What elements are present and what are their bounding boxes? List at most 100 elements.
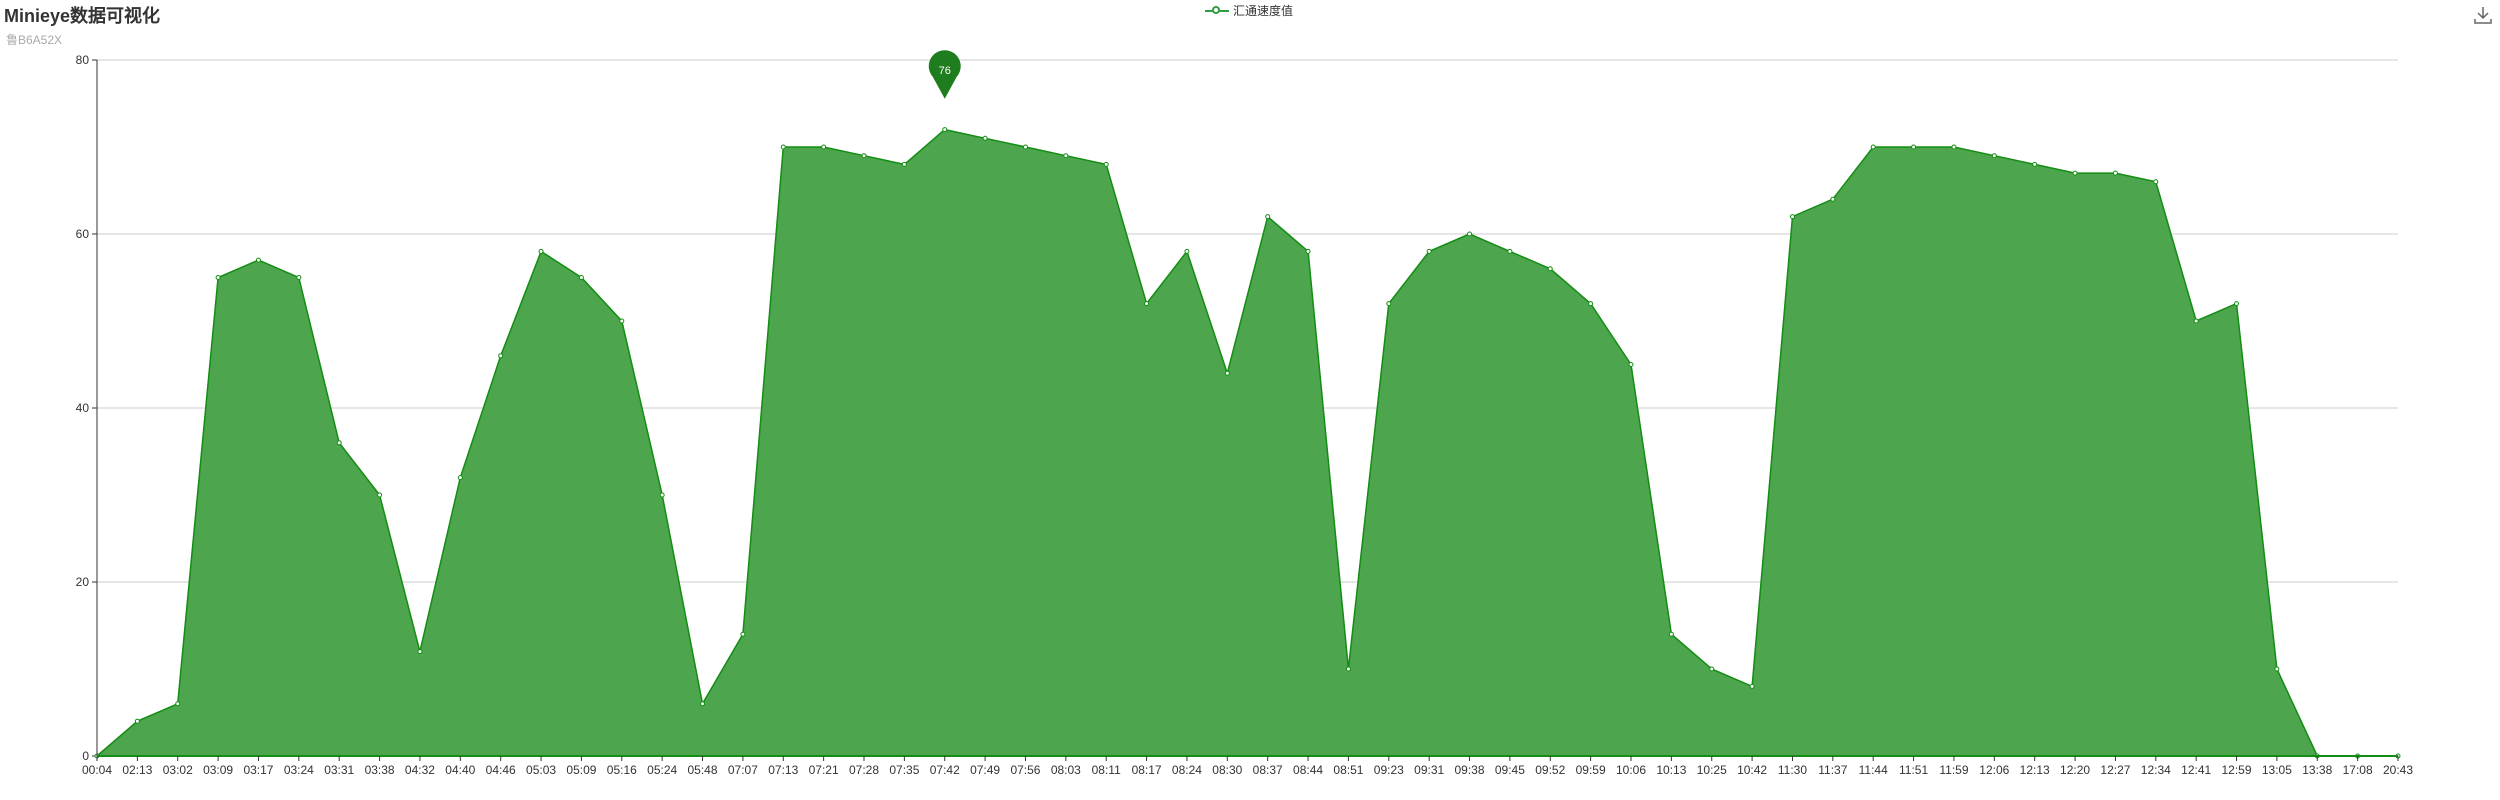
x-tick-label: 10:06 (1616, 763, 1646, 777)
x-tick-label: 03:24 (284, 763, 314, 777)
data-point (780, 144, 786, 150)
data-point (942, 127, 948, 133)
data-point (2112, 170, 2118, 176)
y-tick-label: 40 (76, 401, 90, 415)
x-tick-label: 05:03 (526, 763, 556, 777)
x-tick-label: 07:49 (970, 763, 1000, 777)
data-point (740, 631, 746, 637)
x-tick-label: 07:28 (849, 763, 879, 777)
chart-subtitle: 鲁B6A52X (6, 33, 63, 47)
x-tick-label: 03:09 (203, 763, 233, 777)
x-tick-label: 02:13 (122, 763, 152, 777)
download-icon[interactable] (2472, 4, 2494, 26)
x-tick-label: 07:56 (1010, 763, 1040, 777)
x-tick-label: 09:23 (1374, 763, 1404, 777)
x-tick-label: 05:24 (647, 763, 677, 777)
data-point (1386, 301, 1392, 307)
x-tick-label: 07:13 (768, 763, 798, 777)
data-point (2032, 161, 2038, 167)
data-point (821, 144, 827, 150)
data-point (659, 492, 665, 498)
x-tick-label: 07:35 (889, 763, 919, 777)
data-point (377, 492, 383, 498)
x-tick-label: 09:59 (1576, 763, 1606, 777)
x-tick-label: 00:04 (82, 763, 112, 777)
x-tick-label: 12:27 (2100, 763, 2130, 777)
data-point (538, 248, 544, 254)
x-tick-label: 11:51 (1899, 763, 1928, 777)
data-point (1547, 266, 1553, 272)
x-tick-label: 05:16 (607, 763, 637, 777)
chart-title: Minieye数据可视化 (4, 6, 161, 26)
x-tick-label: 09:45 (1495, 763, 1525, 777)
data-point (1144, 301, 1150, 307)
data-point (255, 257, 261, 263)
x-tick-label: 12:20 (2060, 763, 2090, 777)
data-point (175, 701, 181, 707)
data-point (1265, 214, 1271, 220)
x-tick-label: 04:46 (486, 763, 516, 777)
x-tick-label: 10:13 (1656, 763, 1686, 777)
x-tick-label: 07:07 (728, 763, 758, 777)
x-tick-label: 13:05 (2262, 763, 2292, 777)
data-point (1789, 214, 1795, 220)
y-tick-label: 0 (82, 749, 89, 763)
data-point (1749, 683, 1755, 689)
x-tick-label: 12:34 (2141, 763, 2171, 777)
x-tick-label: 12:59 (2222, 763, 2252, 777)
data-point (2234, 301, 2240, 307)
data-point (1467, 231, 1473, 237)
x-tick-label: 03:17 (243, 763, 273, 777)
data-point (1628, 362, 1634, 367)
data-point (901, 161, 907, 167)
x-tick-label: 20:43 (2383, 763, 2413, 777)
data-point (578, 275, 584, 280)
x-tick-label: 17:08 (2343, 763, 2373, 777)
data-point (2153, 179, 2159, 185)
data-point (1345, 666, 1351, 672)
x-tick-label: 08:03 (1051, 763, 1081, 777)
data-point (1507, 248, 1513, 254)
y-tick-label: 20 (76, 575, 90, 589)
x-tick-label: 09:38 (1455, 763, 1485, 777)
data-point (134, 718, 140, 724)
x-tick-label: 08:17 (1132, 763, 1162, 777)
data-point (457, 475, 463, 481)
x-tick-label: 08:37 (1253, 763, 1283, 777)
data-point (1103, 161, 1109, 167)
data-point (2274, 666, 2280, 672)
x-tick-label: 08:24 (1172, 763, 1202, 777)
x-tick-label: 04:40 (445, 763, 475, 777)
legend-item[interactable]: 汇通速度值 (1205, 2, 1293, 19)
data-point (336, 440, 342, 446)
x-tick-label: 05:09 (566, 763, 596, 777)
max-value-pin (928, 50, 961, 99)
x-tick-label: 03:38 (365, 763, 395, 777)
legend-line-icon (1205, 5, 1229, 17)
x-tick-label: 05:48 (688, 763, 718, 777)
x-tick-label: 12:41 (2181, 763, 2211, 777)
data-point (1063, 153, 1069, 159)
series-area (97, 129, 2398, 757)
data-point (1588, 301, 1594, 307)
x-tick-label: 10:42 (1737, 763, 1767, 777)
x-tick-label: 04:32 (405, 763, 435, 777)
x-tick-label: 09:31 (1414, 763, 1444, 777)
x-tick-label: 13:38 (2302, 763, 2332, 777)
x-tick-label: 12:13 (2020, 763, 2050, 777)
data-point (215, 275, 221, 280)
data-point (1870, 144, 1876, 150)
x-tick-label: 07:21 (809, 763, 839, 777)
data-point (1426, 248, 1432, 254)
data-point (296, 275, 302, 280)
x-tick-label: 12:06 (1979, 763, 2009, 777)
x-tick-label: 10:25 (1697, 763, 1727, 777)
max-value-label: 76 (939, 65, 951, 77)
x-tick-label: 11:30 (1778, 763, 1807, 777)
data-point (2072, 170, 2078, 176)
x-tick-label: 11:59 (1939, 763, 1968, 777)
x-tick-label: 08:51 (1333, 763, 1363, 777)
legend-label: 汇通速度值 (1233, 4, 1294, 18)
x-tick-label: 07:42 (930, 763, 960, 777)
